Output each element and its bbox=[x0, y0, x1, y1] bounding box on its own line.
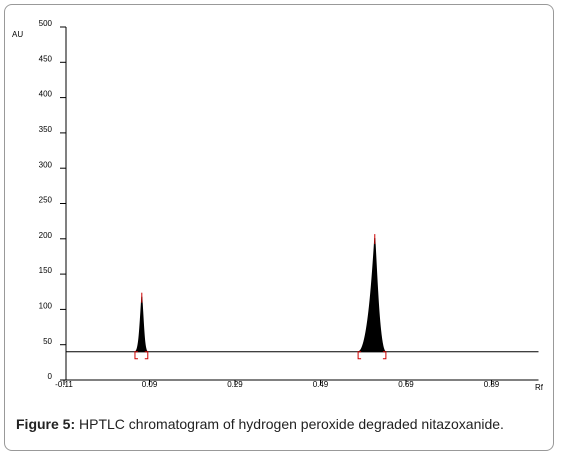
peak-end-bracket bbox=[144, 351, 149, 360]
y-tick-label: 250 bbox=[39, 196, 53, 205]
caption-text: HPTLC chromatogram of hydrogen peroxide … bbox=[79, 416, 504, 432]
y-tick-label: 300 bbox=[39, 160, 53, 169]
x-tick-label: 0.69 bbox=[398, 380, 414, 389]
x-tick-label: 0.09 bbox=[142, 380, 158, 389]
peak bbox=[357, 238, 387, 353]
y-axis-label: AU bbox=[12, 30, 23, 39]
peak-start-bracket bbox=[357, 351, 362, 360]
peak-start-bracket bbox=[134, 351, 138, 360]
y-tick-label: 100 bbox=[39, 302, 53, 311]
x-tick-label: 0.49 bbox=[313, 380, 329, 389]
peak bbox=[134, 296, 149, 353]
y-tick-label: 400 bbox=[39, 90, 53, 99]
y-tick-label: 500 bbox=[39, 19, 53, 28]
y-tick-label: 200 bbox=[39, 231, 53, 240]
x-tick-label: -0.11 bbox=[55, 380, 73, 389]
y-tick-label: 450 bbox=[39, 54, 53, 63]
peak-end-bracket bbox=[382, 351, 387, 360]
figure-frame bbox=[4, 4, 554, 451]
caption: Figure 5: HPTLC chromatogram of hydrogen… bbox=[16, 416, 504, 432]
y-tick-label: 50 bbox=[43, 337, 52, 346]
caption-label: Figure 5: bbox=[16, 416, 76, 432]
x-axis-label: Rf bbox=[535, 383, 544, 392]
x-tick-label: 0.89 bbox=[484, 380, 500, 389]
x-tick-label: 0.29 bbox=[227, 380, 243, 389]
y-tick-label: 350 bbox=[39, 125, 53, 134]
y-tick-label: 150 bbox=[39, 266, 53, 275]
y-tick-label: 0 bbox=[48, 372, 53, 381]
